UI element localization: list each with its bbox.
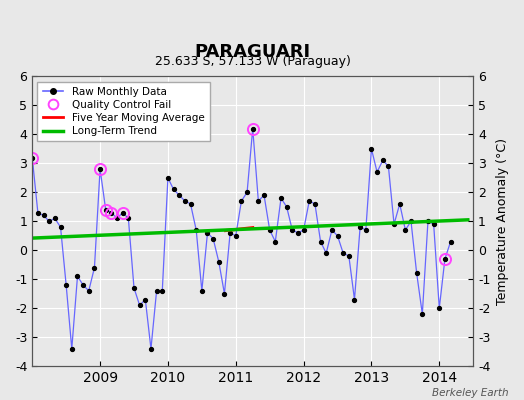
Legend: Raw Monthly Data, Quality Control Fail, Five Year Moving Average, Long-Term Tren: Raw Monthly Data, Quality Control Fail, …	[37, 82, 210, 142]
Y-axis label: Temperature Anomaly (°C): Temperature Anomaly (°C)	[496, 138, 509, 305]
Text: 25.633 S, 57.133 W (Paraguay): 25.633 S, 57.133 W (Paraguay)	[155, 55, 351, 68]
Title: PARAGUARI: PARAGUARI	[194, 43, 311, 61]
Text: Berkeley Earth: Berkeley Earth	[432, 388, 508, 398]
